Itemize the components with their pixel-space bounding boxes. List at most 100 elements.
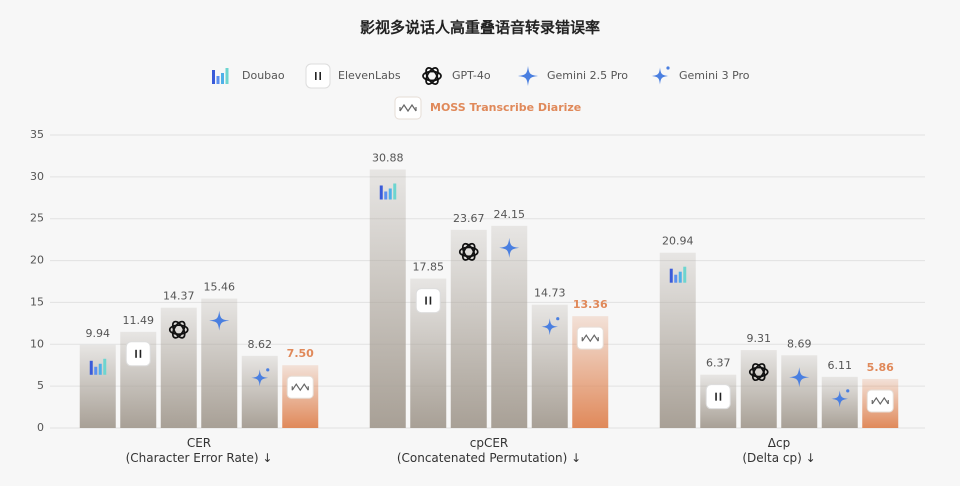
icon-part [319,72,321,80]
icon-part [305,63,331,89]
icon-part [576,326,604,350]
series-icon [422,67,442,85]
icon-part [425,67,439,85]
icon-part [669,268,673,283]
icon-part [425,296,427,305]
icon-part [393,183,397,200]
icon-part [751,363,766,382]
value-label: 11.49 [123,314,155,327]
icon-part [499,237,520,258]
icon-part [94,366,98,375]
series-icon [125,341,151,367]
series-icon [286,375,314,399]
icon-part [748,366,769,378]
bar [491,225,528,428]
series-icon [379,183,397,200]
series-icon [576,326,604,350]
y-tick-label: 0 [37,421,44,434]
value-label: 13.36 [573,298,608,311]
icon-part [705,384,731,410]
icon-part [89,360,93,375]
series-icon [831,389,850,408]
icon-part [388,188,392,200]
value-label: 30.88 [372,151,404,164]
value-label: 23.67 [453,212,485,225]
icon-part [871,396,889,406]
icon-part [139,349,142,358]
series-icon [168,320,189,339]
icon-part [286,375,314,399]
series-icon [305,63,331,89]
legend-label: MOSS Transcribe Diarize [430,101,581,114]
bar [79,344,116,428]
value-label: 14.37 [163,290,195,303]
legend-label: Gemini 3 Pro [679,69,750,82]
icon-part [678,271,682,283]
icon-part [651,67,669,85]
icon-part [461,242,476,261]
series-icon [89,358,107,375]
series-icon [394,96,422,120]
icon-part [98,363,102,375]
value-label: 5.86 [867,361,894,374]
icon-part [379,185,383,200]
chart-title: 影视多说话人高重叠语音转录错误率 [360,19,600,37]
icon-part [866,389,894,413]
icon-part [384,191,388,200]
icon-part [216,76,220,84]
series-icon [458,242,479,261]
icon-part [251,369,269,387]
icon-part [422,70,442,82]
icon-part [135,349,137,358]
icon-part [518,66,538,86]
series-icon [789,367,810,388]
series-icon [541,317,560,336]
legend-label: Gemini 2.5 Pro [547,69,628,82]
bar [241,355,278,428]
value-label: 17.85 [413,261,445,274]
category-label: CER (Character Error Rate) ↓ [125,436,273,465]
icon-part [225,68,229,84]
icon-part [831,390,849,408]
value-label: 15.46 [204,281,236,294]
y-tick-label: 20 [30,254,44,267]
value-label: 7.50 [287,347,314,360]
bar [369,169,406,428]
icon-part [556,317,560,321]
y-tick-label: 10 [30,337,44,350]
value-label: 6.37 [706,357,731,370]
legend-label: ElevenLabs [338,69,401,82]
series-icon [212,68,229,84]
series-icon [415,288,441,314]
bar [160,307,197,428]
icon-part [751,363,766,382]
icon-part [212,70,215,84]
icon-part [394,96,422,120]
value-label: 8.62 [248,338,273,351]
icon-part [168,324,189,336]
icon-part [221,73,224,84]
y-tick-label: 30 [30,170,44,183]
legend-label: GPT-4o [452,69,491,82]
icon-part [103,358,107,375]
icon-part [715,392,717,401]
series-icon [705,384,731,410]
series-icon [518,66,538,86]
series-icon [209,310,230,331]
y-tick-label: 15 [30,295,44,308]
value-label: 20.94 [662,235,694,248]
bar [659,252,696,428]
icon-part [291,383,309,392]
icon-part [461,242,476,261]
icon-part [209,310,230,331]
category-label: cpCER (Concatenated Permutation) ↓ [396,436,582,465]
bar [450,229,487,428]
y-tick-label: 5 [37,379,44,392]
icon-part [429,296,432,305]
icon-part [266,368,270,372]
icon-part [846,389,850,393]
y-tick-label: 35 [30,128,44,141]
value-label: 8.69 [787,337,812,350]
category-label: Δcp (Delta cp) ↓ [742,436,816,465]
